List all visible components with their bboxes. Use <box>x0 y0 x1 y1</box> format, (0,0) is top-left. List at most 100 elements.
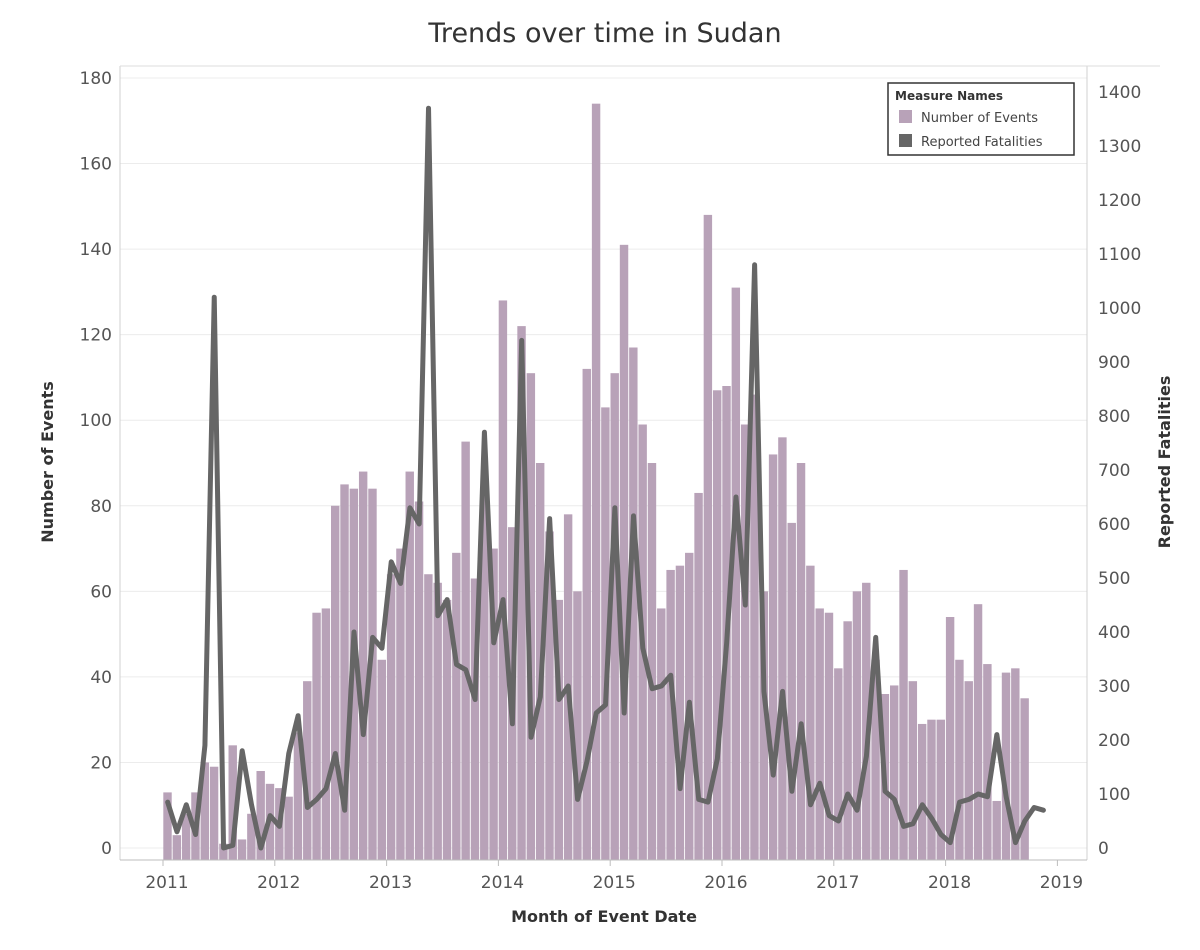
y2-tick-label: 300 <box>1098 677 1130 697</box>
y-tick-label: 180 <box>80 69 112 89</box>
event-bar <box>591 103 601 861</box>
event-bar <box>917 723 927 860</box>
event-bar <box>619 244 629 860</box>
event-bar <box>992 800 1001 860</box>
y2-tick-label: 800 <box>1098 407 1130 427</box>
event-bar <box>955 659 964 860</box>
event-bar <box>1011 668 1020 860</box>
y2-tick-label: 900 <box>1098 353 1130 373</box>
event-bar <box>964 681 973 860</box>
y-tick-label: 40 <box>90 668 112 688</box>
y2-tick-label: 1100 <box>1098 245 1141 265</box>
event-bar <box>172 835 182 860</box>
x-tick-label: 2016 <box>704 873 747 893</box>
event-bar <box>703 214 713 860</box>
event-bar <box>386 574 396 860</box>
event-bar <box>862 582 871 860</box>
y-tick-label: 120 <box>80 326 112 346</box>
x-tick-label: 2014 <box>481 873 524 893</box>
event-bar <box>331 505 340 860</box>
event-bar <box>452 552 461 860</box>
legend-title: Measure Names <box>895 89 1003 103</box>
event-bar <box>424 574 433 860</box>
legend-swatch-fatalities <box>899 134 912 147</box>
event-bar <box>405 471 414 860</box>
event-bar <box>657 608 666 860</box>
x-tick-label: 2011 <box>145 873 188 893</box>
event-bar <box>163 792 172 860</box>
event-bar <box>545 531 554 860</box>
y-tick-label: 0 <box>101 839 112 859</box>
event-bar <box>293 732 303 860</box>
event-bar <box>480 492 489 860</box>
event-bar <box>731 287 741 860</box>
x-tick-label: 2018 <box>928 873 971 893</box>
event-bar <box>284 796 293 860</box>
event-bar <box>228 745 237 860</box>
event-bar <box>945 617 955 860</box>
event-bar <box>834 668 843 860</box>
event-bar <box>256 771 265 860</box>
event-bar <box>871 659 880 860</box>
event-bar <box>470 578 480 860</box>
y-tick-label: 20 <box>90 753 112 773</box>
event-bar <box>321 608 331 860</box>
y-tick-label: 140 <box>80 240 112 260</box>
x-tick-label: 2013 <box>369 873 412 893</box>
y2-tick-label: 1000 <box>1098 299 1141 319</box>
x-tick-label: 2019 <box>1040 873 1083 893</box>
event-bar <box>796 463 806 860</box>
event-bar <box>498 300 508 860</box>
event-bar <box>927 719 936 860</box>
event-bar <box>573 591 582 860</box>
fatalities-line <box>165 105 1046 851</box>
event-bar <box>582 368 591 860</box>
event-bar <box>461 441 470 860</box>
event-bar <box>778 437 787 860</box>
axes <box>119 65 1160 861</box>
event-bar <box>303 681 312 860</box>
event-bar <box>517 326 526 860</box>
y-tick-label: 60 <box>90 582 112 602</box>
y2-tick-label: 700 <box>1098 461 1130 481</box>
y2-tick-label: 200 <box>1098 731 1130 751</box>
event-bar <box>852 591 862 860</box>
legend: Measure Names Number of Events Reported … <box>887 82 1075 156</box>
event-bar <box>433 582 442 860</box>
event-bar <box>247 813 256 860</box>
event-bar <box>759 591 768 860</box>
legend-label-events: Number of Events <box>921 111 1038 126</box>
event-bar <box>1001 672 1011 860</box>
event-bar <box>629 347 638 860</box>
event-bar <box>973 604 983 860</box>
event-bar <box>237 839 247 860</box>
x-axis-ticks: 2011 2012 2013 2014 2015 2016 2017 2018 2019 <box>145 860 1083 893</box>
chart-title: Trends over time in Sudan <box>428 18 782 49</box>
event-bar <box>666 569 675 860</box>
legend-swatch-events <box>899 110 912 123</box>
event-bar <box>983 664 992 860</box>
event-bar <box>787 522 796 860</box>
y2-tick-label: 400 <box>1098 623 1130 643</box>
y-tick-label: 160 <box>80 155 112 175</box>
y2-tick-label: 1200 <box>1098 191 1141 211</box>
event-bar <box>377 659 386 860</box>
event-bar <box>442 599 452 860</box>
event-bar <box>396 548 405 860</box>
y2-tick-label: 1400 <box>1098 83 1141 103</box>
legend-label-fatalities: Reported Fatalities <box>921 135 1043 150</box>
left-axis-ticks: 0 20 40 60 80 100 120 140 160 180 <box>80 69 112 859</box>
x-tick-label: 2015 <box>593 873 636 893</box>
event-bar <box>647 463 657 860</box>
legend-box <box>887 82 1075 156</box>
event-bars <box>163 103 1029 861</box>
event-bar <box>414 501 424 860</box>
event-bar <box>312 612 321 860</box>
y2-tick-label: 600 <box>1098 515 1130 535</box>
y2-tick-label: 0 <box>1098 839 1109 859</box>
event-bar <box>340 484 349 860</box>
y2-axis-title: Reported Fatalities <box>1155 376 1174 549</box>
event-bar <box>890 685 899 860</box>
event-bar <box>712 390 722 860</box>
